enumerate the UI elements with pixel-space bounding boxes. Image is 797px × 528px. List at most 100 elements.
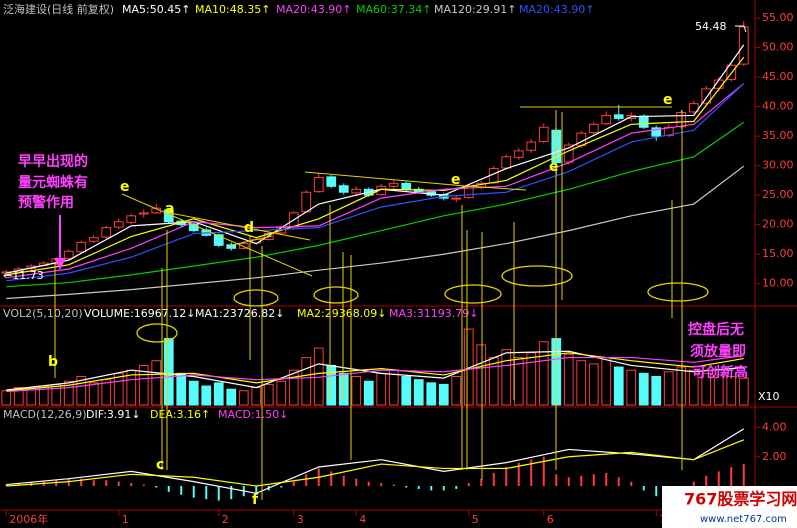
- x-tick-label: 1: [122, 513, 129, 526]
- volume-bar: [676, 366, 687, 406]
- volume-bar: [13, 387, 24, 406]
- volume-bar: [638, 372, 649, 406]
- candle-body: [638, 115, 649, 128]
- legend-entry: MA2:29368.09↓: [297, 307, 386, 320]
- volume-bar: [438, 383, 449, 406]
- y-tick-label: 35.00: [762, 129, 794, 142]
- candle-body: [301, 191, 312, 213]
- legend-entry: MA20:43.90↑: [276, 3, 351, 16]
- volume-bar: [426, 382, 437, 406]
- volume-bar: [613, 366, 624, 406]
- ma-line: [6, 44, 745, 274]
- y-tick-label: 15.00: [762, 247, 794, 260]
- volume-bar: [388, 369, 399, 406]
- candle-body: [651, 127, 662, 137]
- legend-entry: MA60:37.34↑: [356, 3, 431, 16]
- panel-title: VOL2(5,10,20): [3, 307, 83, 320]
- ma-line: [6, 428, 745, 494]
- annotation-drawings: [54, 25, 747, 500]
- x-tick-label: 2006年: [9, 512, 48, 526]
- x-tick-label: 5: [472, 513, 479, 526]
- annotation: e: [120, 179, 130, 195]
- volume-bar: [63, 380, 74, 406]
- volume-bar: [138, 364, 149, 406]
- ma-line: [6, 350, 744, 391]
- x-tick-label: 6: [547, 513, 554, 526]
- volume-bar: [201, 385, 212, 406]
- ma-line: [6, 355, 744, 393]
- y-tick-label: 55.00: [762, 11, 794, 24]
- frame: [0, 0, 797, 511]
- high-label: 54.48: [695, 20, 727, 33]
- volume-bar: [101, 379, 112, 406]
- low-label: ←11.73: [3, 269, 44, 282]
- volume-bar: [263, 383, 274, 406]
- y-tick-label: 50.00: [762, 41, 794, 54]
- annotation: e: [451, 172, 461, 188]
- annotation: 早早出现的: [18, 153, 88, 170]
- volume-bar: [601, 357, 612, 406]
- candle-body: [588, 123, 599, 134]
- legend-entry: MA5:50.45↑: [122, 3, 190, 16]
- volume-bar: [226, 388, 237, 406]
- annotation: f: [252, 492, 259, 508]
- y-tick-label: 4.00: [762, 421, 787, 434]
- candle-body: [688, 103, 699, 113]
- volume-bar: [288, 369, 299, 406]
- volume-bar: [76, 376, 87, 406]
- volume-bar: [276, 380, 287, 406]
- candle-body: [601, 114, 612, 125]
- candle-body: [501, 156, 512, 169]
- volume-bar: [338, 372, 349, 406]
- x-tick-label: 3: [297, 513, 304, 526]
- panel-title: 泛海建设(日线 前复权): [3, 2, 114, 16]
- ma-line: [6, 352, 744, 392]
- candle-body: [676, 112, 687, 128]
- watermark-title: 767股票学习网: [684, 490, 797, 509]
- candle-body: [113, 221, 124, 228]
- ma-line: [6, 165, 745, 300]
- candle-body: [338, 185, 349, 193]
- y-tick-label: 45.00: [762, 70, 794, 83]
- annotation: 量元蜘蛛有: [18, 174, 88, 191]
- candle-body: [126, 215, 137, 223]
- volume-bar: [738, 377, 749, 406]
- x-tick-label: 4: [359, 513, 366, 526]
- volume-bar: [563, 353, 574, 406]
- ma-line: [6, 439, 744, 487]
- candle-body: [238, 243, 249, 249]
- y-tick-label: 40.00: [762, 100, 794, 113]
- volume-bar: [401, 376, 412, 406]
- y-tick-label: 30.00: [762, 159, 794, 172]
- volume-bar: [713, 374, 724, 406]
- annotation: b: [48, 354, 58, 370]
- volume-bar: [701, 372, 712, 406]
- candle-body: [76, 241, 87, 253]
- volume-bar: [413, 379, 424, 406]
- annotation: e: [549, 159, 559, 175]
- volume-bar: [651, 376, 662, 406]
- annotation: 预警作用: [18, 194, 74, 211]
- panel-title: MACD(12,26,9): [3, 408, 87, 421]
- annotation: 控盘后无: [688, 321, 744, 338]
- candle-body: [63, 250, 74, 259]
- candle-body: [138, 212, 149, 215]
- annotation: d: [244, 220, 254, 236]
- legend-entry: DIF:3.91↓: [86, 408, 141, 421]
- volume-bar: [538, 341, 549, 406]
- volume-bar: [238, 390, 249, 406]
- volume-bar: [301, 357, 312, 406]
- volume-bar: [51, 383, 62, 406]
- annotation: 须放量即: [690, 343, 746, 360]
- legend-entry: MA120:29.91↑: [434, 3, 516, 16]
- volume-bar: [113, 372, 124, 406]
- legend-entry: MA3:31193.79↓: [389, 307, 478, 320]
- candle-body: [213, 234, 224, 246]
- y-tick-label: 10.00: [762, 277, 794, 290]
- volume-bar: [88, 382, 99, 406]
- legend-entry: MA10:48.35↑: [195, 3, 270, 16]
- ma-line: [6, 83, 745, 279]
- volume-bar: [251, 387, 262, 406]
- volume-bar: [326, 364, 337, 406]
